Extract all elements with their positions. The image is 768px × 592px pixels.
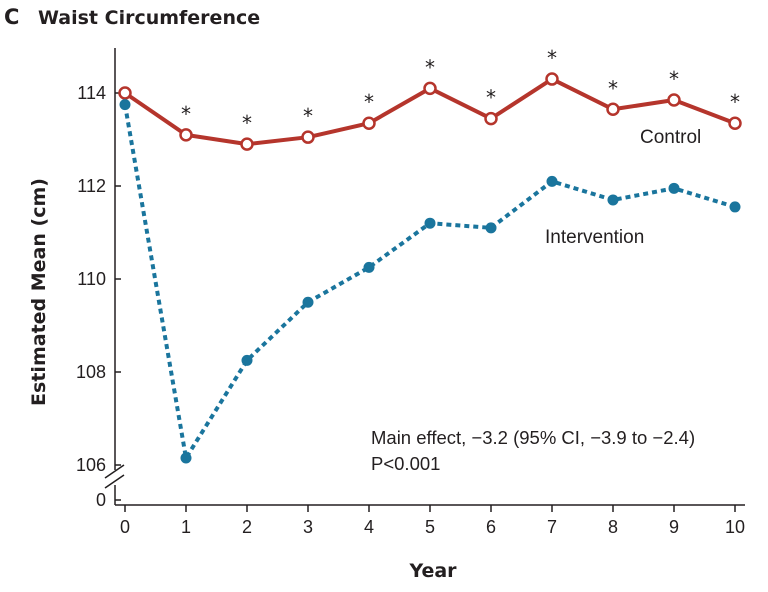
- control-series-label: Control: [640, 127, 701, 148]
- series-line: [123, 104, 736, 461]
- data-point: [241, 354, 253, 366]
- data-point: [545, 72, 559, 86]
- p-value-annotation: P<0.001: [371, 453, 440, 474]
- significance-star: *: [242, 111, 252, 135]
- x-tick-label: 9: [669, 517, 679, 537]
- significance-star: *: [425, 55, 435, 79]
- x-tick-label: 6: [486, 517, 496, 537]
- significance-star: *: [608, 76, 618, 100]
- data-point: [362, 116, 376, 130]
- data-point: [118, 86, 132, 100]
- significance-star: *: [364, 90, 374, 114]
- data-point: [485, 222, 497, 234]
- data-point: [729, 201, 741, 213]
- data-point: [606, 102, 620, 117]
- x-axis-title: Year: [408, 560, 457, 582]
- data-point: [301, 130, 315, 144]
- x-tick-label: 5: [425, 517, 435, 537]
- y-tick-label: 108: [76, 362, 106, 382]
- data-point: [484, 111, 498, 126]
- significance-markers: * * * * * * * * * *: [181, 46, 740, 135]
- y-tick-label: 106: [76, 455, 106, 475]
- y-tick-label: 0: [96, 490, 106, 510]
- data-point: [667, 93, 681, 107]
- data-point: [728, 116, 742, 130]
- significance-star: *: [303, 104, 313, 128]
- y-tick-label: 110: [77, 269, 106, 289]
- x-tick-label: 0: [120, 517, 130, 537]
- data-point: [424, 217, 436, 229]
- data-point: [302, 296, 314, 308]
- axis-break-mark: [104, 474, 125, 489]
- significance-star: *: [181, 102, 191, 126]
- x-tick-label: 7: [547, 517, 557, 537]
- data-point: [607, 194, 619, 206]
- main-effect-annotation: Main effect, −3.2 (95% CI, −3.9 to −2.4): [371, 427, 695, 448]
- data-point: [546, 175, 558, 187]
- significance-star: *: [669, 67, 679, 91]
- x-tick-label: 1: [181, 517, 191, 537]
- panel-letter: C: [4, 5, 19, 29]
- data-point: [119, 99, 131, 111]
- intervention-series-label: Intervention: [545, 227, 644, 248]
- y-axis-title: Estimated Mean (cm): [28, 178, 50, 406]
- significance-star: *: [547, 46, 557, 70]
- x-tick-label: 3: [303, 517, 313, 537]
- x-tick-label: 8: [608, 517, 618, 537]
- y-tick-label: 114: [77, 83, 106, 103]
- data-point: [423, 81, 437, 96]
- x-axis-ticks: 0 1 2 3 4 5 6 7 8 9 10: [120, 505, 745, 537]
- chart-title: Waist Circumference: [38, 7, 260, 29]
- y-axis-ticks: 106 108 110 112 114 0: [76, 83, 121, 510]
- significance-star: *: [730, 90, 740, 114]
- x-tick-label: 4: [364, 517, 374, 537]
- series-control: [118, 72, 742, 151]
- series-intervention: [119, 99, 741, 464]
- data-point: [179, 128, 193, 142]
- data-point: [240, 137, 254, 151]
- data-point: [668, 182, 680, 194]
- y-tick-label: 112: [77, 176, 106, 196]
- axis-break-mark: [104, 464, 125, 479]
- x-tick-label: 10: [725, 517, 745, 537]
- significance-star: *: [486, 86, 496, 110]
- x-tick-label: 2: [242, 517, 252, 537]
- data-point: [180, 452, 192, 464]
- data-point: [363, 261, 375, 273]
